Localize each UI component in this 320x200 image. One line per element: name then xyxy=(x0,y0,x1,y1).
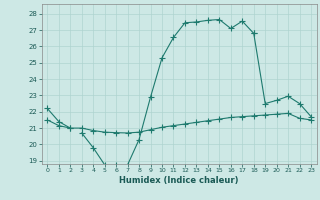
X-axis label: Humidex (Indice chaleur): Humidex (Indice chaleur) xyxy=(119,176,239,185)
